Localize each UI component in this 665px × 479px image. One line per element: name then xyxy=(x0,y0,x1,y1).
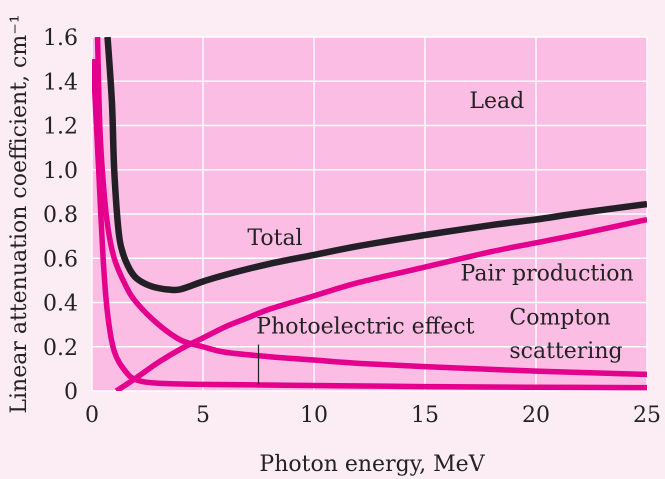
annotation-compton-line1: Compton xyxy=(509,306,610,331)
y-tick-label-3: 0.6 xyxy=(43,247,78,272)
y-tick-label-0: 0 xyxy=(64,380,78,405)
x-tick-label-0: 0 xyxy=(85,403,99,428)
x-tick-label-1: 5 xyxy=(196,403,210,428)
y-tick-label-4: 0.8 xyxy=(43,203,78,228)
y-tick-label-1: 0.2 xyxy=(43,336,78,361)
x-tick-label-4: 20 xyxy=(522,403,550,428)
y-axis-label: Linear attenuation coefficient, cm⁻¹ xyxy=(7,14,32,413)
tick-labels: 0 5 10 15 20 25 0 0.2 0.4 0.6 0.8 1.0 1.2 1.4 1.6 xyxy=(43,26,661,428)
y-tick-label-5: 1.0 xyxy=(43,159,78,184)
y-tick-label-8: 1.6 xyxy=(43,26,78,51)
series-compton-scattering-line xyxy=(94,37,647,378)
annotation-photoelectric-effect: Photoelectric effect xyxy=(256,314,474,339)
series-total-line xyxy=(104,37,647,294)
x-axis-label: Photon energy, MeV xyxy=(259,452,485,477)
y-tick-label-6: 1.2 xyxy=(43,115,78,140)
x-tick-label-3: 15 xyxy=(411,403,439,428)
series-group xyxy=(92,37,647,391)
x-tick-label-2: 10 xyxy=(300,403,328,428)
annotation-compton-line2: scattering xyxy=(509,339,622,364)
annotations: Lead Total Pair production Compton scatterin… xyxy=(247,89,633,364)
series-photoelectric-effect-line xyxy=(92,58,647,391)
annotation-lead: Lead xyxy=(469,89,524,114)
y-tick-label-7: 1.4 xyxy=(43,70,78,95)
x-tick-label-5: 25 xyxy=(633,403,661,428)
series-pair-production-line xyxy=(114,216,647,391)
y-tick-label-2: 0.4 xyxy=(43,292,78,317)
annotation-pair-production: Pair production xyxy=(461,261,634,286)
annotation-total: Total xyxy=(247,226,302,251)
